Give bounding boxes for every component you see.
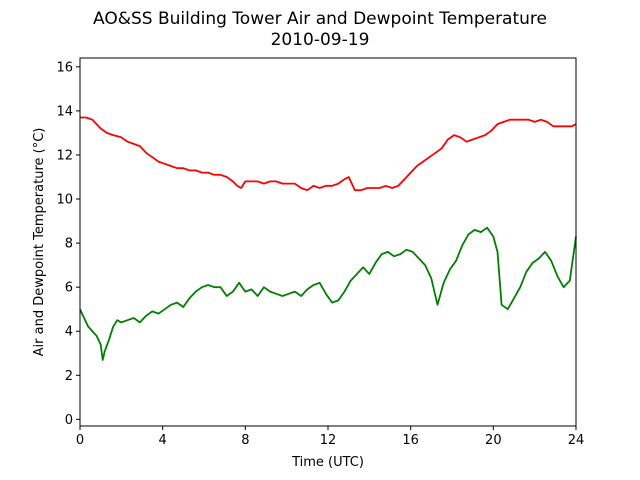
y-tick-label: 14 xyxy=(56,104,73,119)
x-axis-label: Time (UTC) xyxy=(291,455,364,470)
y-tick-label: 12 xyxy=(56,148,73,163)
y-axis-label: Air and Dewpoint Temperature (°C) xyxy=(32,128,47,357)
x-tick-label: 16 xyxy=(402,433,419,448)
series-line-0 xyxy=(80,116,577,192)
x-tick-label: 24 xyxy=(568,433,585,448)
y-tick-label: 10 xyxy=(56,193,73,208)
x-tick-label: 4 xyxy=(159,433,167,448)
chart-title: AO&SS Building Tower Air and Dewpoint Te… xyxy=(93,9,547,29)
y-tick-label: 0 xyxy=(65,413,73,428)
x-tick-label: 0 xyxy=(76,433,84,448)
y-tick-label: 8 xyxy=(65,237,73,252)
series-line-1 xyxy=(79,226,577,361)
y-tick-label: 16 xyxy=(56,60,73,75)
x-tick-label: 12 xyxy=(320,433,337,448)
x-tick-label: 20 xyxy=(485,433,502,448)
y-tick-label: 6 xyxy=(65,281,73,296)
y-tick-label: 4 xyxy=(65,325,73,340)
plot-frame xyxy=(79,57,577,427)
chart-subtitle: 2010-09-19 xyxy=(271,30,370,50)
x-tick-label: 8 xyxy=(241,433,249,448)
y-tick-label: 2 xyxy=(65,369,73,384)
plot-lines xyxy=(79,116,577,361)
